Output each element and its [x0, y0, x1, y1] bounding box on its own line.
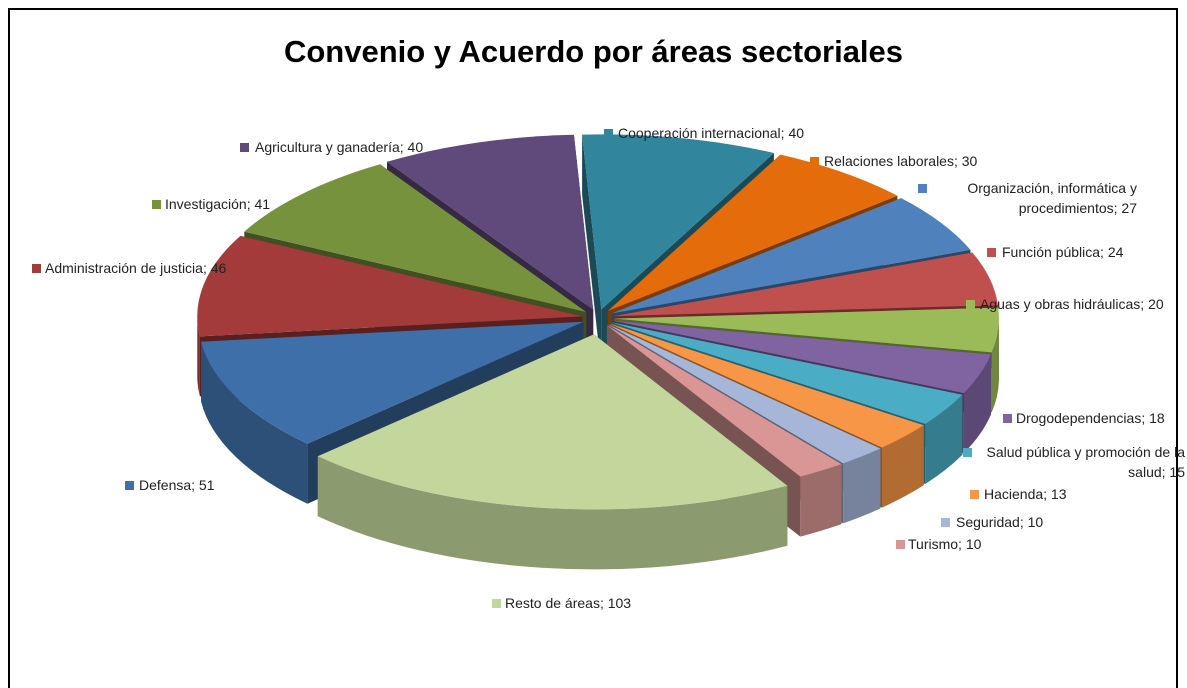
- legend-swatch: [963, 448, 972, 457]
- slice-side: [963, 354, 991, 454]
- legend-swatch: [896, 540, 905, 549]
- chart-frame: [8, 8, 1178, 688]
- legend-swatch: [32, 264, 41, 273]
- slice: [613, 320, 991, 394]
- data-label: Cooperación internacional; 40: [618, 125, 805, 141]
- slice: [197, 235, 583, 337]
- data-label: Aguas y obras hidráulicas; 20: [980, 296, 1164, 312]
- slice: [387, 134, 594, 310]
- data-label: Salud pública y promoción de la salud; 1…: [986, 444, 1185, 480]
- legend-swatch: [987, 248, 996, 257]
- legend-swatch: [970, 490, 979, 499]
- legend-swatch: [240, 143, 249, 152]
- data-label: Seguridad; 10: [956, 514, 1044, 530]
- legend-swatch: [966, 300, 975, 309]
- slice-side: [925, 394, 963, 484]
- legend-swatch: [941, 518, 950, 527]
- data-label: Drogodependencias; 18: [1016, 410, 1165, 426]
- slice: [613, 307, 999, 353]
- slice: [201, 321, 584, 444]
- legend-swatch: [604, 129, 613, 138]
- slice-side: [197, 316, 200, 397]
- legend-swatch: [810, 157, 819, 166]
- chart-title: Convenio y Acuerdo por áreas sectoriales: [283, 34, 904, 69]
- data-label: Defensa; 51: [139, 477, 215, 493]
- slice: [611, 198, 971, 314]
- data-label: Relaciones laborales; 30: [824, 153, 978, 169]
- slice: [606, 325, 842, 477]
- data-label: Investigación; 41: [165, 196, 271, 212]
- legend-swatch: [152, 200, 161, 209]
- data-label: Hacienda; 13: [984, 486, 1067, 502]
- slice: [611, 322, 963, 424]
- slice: [317, 334, 788, 510]
- slice-side: [882, 425, 924, 508]
- slice: [244, 164, 587, 313]
- data-label: Organización, informática y procedimient…: [967, 180, 1137, 216]
- legend-swatch: [125, 481, 134, 490]
- data-label: Agricultura y ganadería; 40: [255, 139, 424, 155]
- slice: [610, 323, 924, 448]
- data-label: Resto de áreas; 103: [505, 595, 632, 611]
- slice-side: [317, 456, 788, 570]
- slice-side: [201, 341, 308, 504]
- data-label: Turismo; 10: [908, 536, 982, 552]
- data-label: Administración de justicia; 46: [45, 260, 227, 276]
- slice-side: [800, 464, 842, 537]
- slice-side: [991, 318, 999, 413]
- legend-swatch: [492, 599, 501, 608]
- legend-swatch: [918, 184, 927, 193]
- slice: [607, 154, 898, 312]
- slice-edge: [582, 134, 602, 370]
- legend-swatch: [1003, 414, 1012, 423]
- slice: [608, 324, 881, 464]
- slice: [613, 252, 998, 317]
- slice-side: [843, 448, 881, 524]
- slice: [582, 134, 774, 310]
- data-label: Función pública; 24: [1002, 244, 1124, 260]
